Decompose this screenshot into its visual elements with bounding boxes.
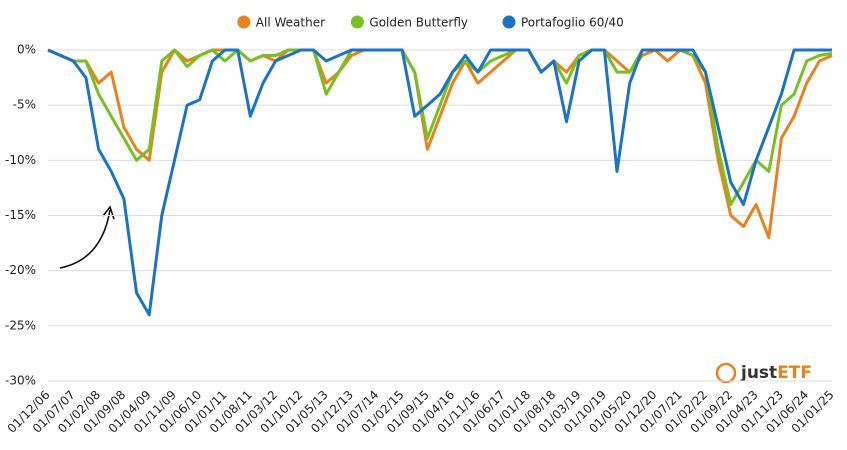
annotation-arrow [59, 209, 111, 269]
logo-text: justETF [740, 363, 812, 383]
y-tick-label: -25% [5, 318, 36, 332]
y-tick-label: -5% [13, 98, 36, 112]
legend-label: Portafoglio 60/40 [521, 16, 624, 30]
y-tick-label: -20% [5, 263, 36, 277]
series-line [47, 48, 833, 240]
legend-marker [502, 15, 516, 29]
y-tick-label: -15% [5, 208, 36, 222]
logo: justETF [715, 362, 812, 384]
legend-label: All Weather [256, 16, 325, 30]
logo-prefix: just [740, 363, 777, 383]
legend-label: Golden Butterfly [369, 16, 468, 30]
logo-suffix: ETF [777, 363, 812, 383]
y-tick-label: 0% [17, 43, 36, 57]
y-tick-label: -30% [5, 374, 36, 388]
y-tick-label: -10% [5, 153, 36, 167]
logo-icon [715, 362, 737, 384]
series-line [47, 48, 833, 206]
legend-marker [350, 15, 364, 29]
series-line [47, 48, 832, 317]
legend-marker [237, 15, 251, 29]
